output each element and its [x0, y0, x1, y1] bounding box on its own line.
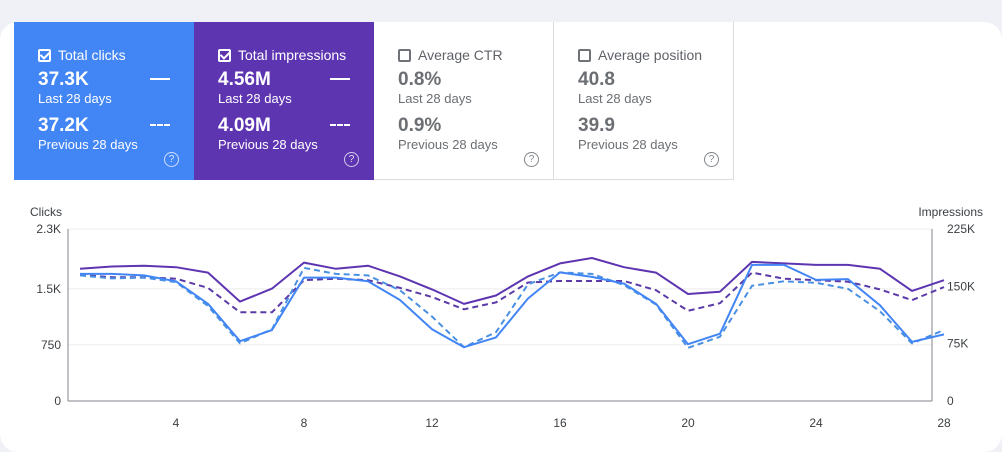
- x-tick-label: 8: [301, 416, 308, 430]
- metric-previous-value: 39.9: [578, 115, 615, 136]
- metric-cards: Total clicks 37.3K Last 28 days 37.2K Pr…: [14, 22, 734, 180]
- right-tick-label: 75K: [947, 337, 968, 351]
- metric-current-period: Last 28 days: [38, 91, 112, 106]
- left-tick-label: 750: [41, 338, 61, 352]
- left-tick-label: 2.3K: [36, 222, 61, 236]
- help-icon[interactable]: ?: [704, 152, 719, 167]
- metric-current-period: Last 28 days: [578, 91, 652, 106]
- metric-current-value: 4.56M: [218, 69, 271, 90]
- series-line-3[interactable]: [79, 271, 945, 314]
- metric-total-clicks[interactable]: Total clicks 37.3K Last 28 days 37.2K Pr…: [14, 22, 194, 180]
- solid-line-legend-icon: [150, 78, 170, 80]
- left-axis-label: Clicks: [30, 205, 62, 219]
- x-tick-label: 24: [809, 416, 823, 430]
- right-tick-label: 0: [947, 394, 954, 408]
- metric-label: Total clicks: [58, 47, 126, 63]
- metric-previous-period: Previous 28 days: [398, 137, 498, 152]
- left-tick-label: 0: [54, 394, 61, 408]
- metric-current-value: 37.3K: [38, 69, 89, 90]
- metric-average-ctr[interactable]: Average CTR 0.8% Last 28 days 0.9% Previ…: [374, 22, 554, 180]
- solid-line-legend-icon: [330, 78, 350, 80]
- performance-chart[interactable]: Clicks Impressions 0 750 1.5K 2.3K 0 75K 150K 2…: [0, 0, 1002, 438]
- metric-previous-value: 4.09M: [218, 115, 271, 136]
- metric-label: Average position: [598, 47, 703, 63]
- metric-previous-period: Previous 28 days: [38, 137, 138, 152]
- help-icon[interactable]: ?: [344, 152, 359, 167]
- metric-label: Total impressions: [238, 47, 347, 63]
- metric-previous-period: Previous 28 days: [578, 137, 678, 152]
- metric-previous-period: Previous 28 days: [218, 137, 318, 152]
- left-tick-label: 1.5K: [36, 282, 61, 296]
- x-tick-label: 12: [425, 416, 439, 430]
- x-tick-label: 16: [553, 416, 567, 430]
- help-icon[interactable]: ?: [164, 152, 179, 167]
- total-clicks-checkbox[interactable]: [38, 48, 51, 62]
- right-axis-label: Impressions: [918, 205, 983, 219]
- metric-previous-value: 37.2K: [38, 115, 89, 136]
- series-line-1[interactable]: [79, 266, 945, 349]
- metric-current-value: 40.8: [578, 69, 615, 90]
- metric-previous-value: 0.9%: [398, 115, 442, 136]
- right-tick-label: 225K: [947, 222, 975, 236]
- help-icon[interactable]: ?: [524, 152, 539, 167]
- metric-current-period: Last 28 days: [218, 91, 292, 106]
- x-tick-label: 28: [937, 416, 951, 430]
- total-impressions-checkbox[interactable]: [218, 48, 231, 62]
- performance-card: Total clicks 37.3K Last 28 days 37.2K Pr…: [0, 22, 1002, 452]
- metric-average-position[interactable]: Average position 40.8 Last 28 days 39.9 …: [554, 22, 734, 180]
- dashed-line-legend-icon: [150, 124, 170, 126]
- series-line-0[interactable]: [80, 263, 945, 349]
- x-tick-label: 20: [681, 416, 695, 430]
- metric-current-value: 0.8%: [398, 69, 442, 90]
- average-position-checkbox[interactable]: [578, 48, 591, 62]
- metric-total-impressions[interactable]: Total impressions 4.56M Last 28 days 4.0…: [194, 22, 374, 180]
- metric-current-period: Last 28 days: [398, 91, 472, 106]
- right-tick-label: 150K: [947, 279, 975, 293]
- metric-label: Average CTR: [418, 47, 503, 63]
- series-line-2[interactable]: [79, 257, 945, 305]
- x-tick-label: 4: [173, 416, 180, 430]
- average-ctr-checkbox[interactable]: [398, 48, 411, 62]
- dashed-line-legend-icon: [330, 124, 350, 126]
